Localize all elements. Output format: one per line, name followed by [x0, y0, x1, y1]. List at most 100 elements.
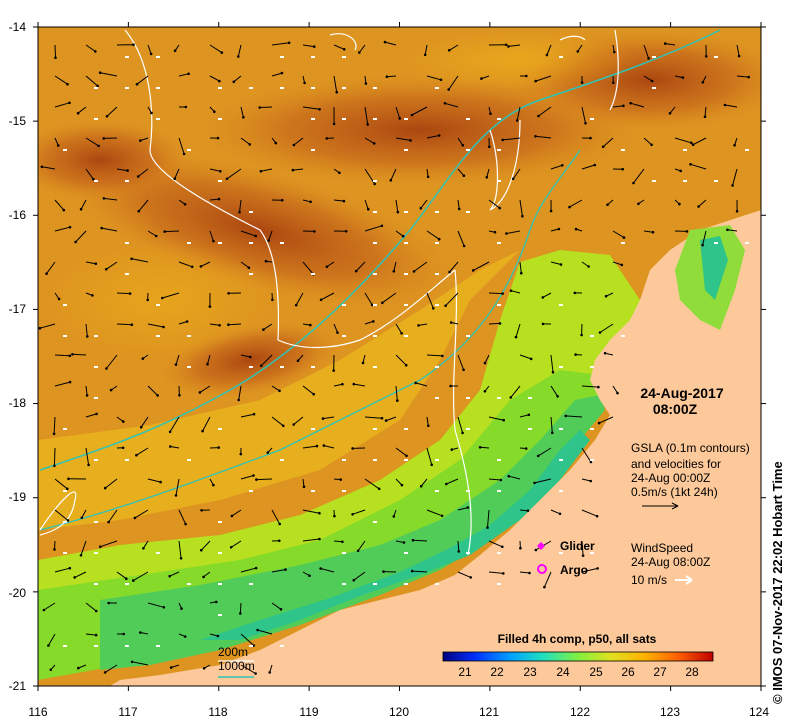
velocity-arrow-head — [632, 181, 635, 185]
velocity-arrow — [674, 75, 683, 79]
velocity-arrow-head — [678, 202, 681, 206]
velocity-arrow-head — [107, 601, 110, 605]
velocity-arrow-head — [352, 578, 356, 582]
velocity-arrow-head — [232, 80, 236, 84]
velocity-arrow — [382, 292, 397, 304]
velocity-arrow — [538, 106, 552, 117]
velocity-arrow-head — [612, 81, 615, 85]
velocity-arrow — [395, 540, 405, 543]
velocity-arrow — [169, 416, 180, 433]
velocity-arrow — [445, 292, 459, 307]
velocity-arrow-head — [252, 474, 255, 477]
velocity-arrow — [512, 168, 521, 180]
velocity-arrow-head — [525, 74, 528, 78]
velocity-arrow — [581, 567, 598, 573]
velocity-arrow-head — [703, 115, 707, 118]
velocity-arrow-head — [163, 230, 166, 233]
velocity-arrow — [137, 168, 149, 177]
velocity-arrow — [457, 230, 465, 247]
velocity-arrow — [147, 230, 157, 237]
velocity-arrow-head — [94, 50, 97, 53]
velocity-arrow — [481, 75, 490, 80]
velocity-arrow — [257, 629, 273, 635]
velocity-arrow-head — [213, 110, 216, 113]
velocity-arrow — [333, 540, 343, 543]
velocity-arrow — [175, 478, 180, 496]
velocity-arrow — [704, 106, 707, 117]
velocity-arrow — [357, 540, 366, 552]
velocity-arrow — [54, 381, 71, 387]
velocity-arrow-head — [613, 50, 616, 54]
velocity-arrow — [643, 44, 650, 59]
velocity-arrow — [293, 416, 304, 425]
velocity-arrow-head — [384, 419, 388, 422]
gsla-line-3: 24-Aug 00:00Z — [631, 471, 710, 485]
velocity-arrow-head — [622, 104, 625, 108]
velocity-arrow — [54, 44, 56, 58]
velocity-arrow-head — [206, 362, 209, 366]
velocity-arrow-head — [400, 483, 404, 487]
velocity-arrow-head — [168, 574, 171, 578]
velocity-arrow-head — [309, 200, 312, 204]
velocity-arrow — [203, 571, 211, 578]
gsla-legend: GSLA (0.1m contours) and velocities for … — [631, 441, 750, 510]
velocity-arrow — [565, 415, 583, 418]
velocity-arrow-head — [589, 460, 593, 464]
velocity-arrow-head — [292, 423, 296, 426]
velocity-arrow-head — [419, 484, 423, 488]
velocity-arrow — [302, 44, 315, 48]
velocity-arrow-head — [557, 227, 561, 231]
velocity-arrow-head — [125, 577, 128, 580]
velocity-arrow — [174, 168, 180, 179]
velocity-arrow — [364, 225, 383, 232]
velocity-arrow — [581, 540, 584, 556]
velocity-arrow-head — [462, 174, 466, 177]
velocity-arrow-head — [341, 540, 344, 544]
velocity-arrow — [510, 290, 521, 294]
velocity-arrow — [228, 323, 242, 326]
velocity-arrow-head — [227, 323, 230, 327]
velocity-arrow — [138, 199, 149, 212]
velocity-arrow-head — [351, 447, 354, 450]
velocity-arrow-head — [99, 545, 102, 548]
velocity-arrow-head — [507, 45, 510, 48]
velocity-arrow — [488, 292, 503, 295]
velocity-arrow — [136, 75, 149, 85]
velocity-arrow — [271, 385, 280, 392]
velocity-arrow-head — [509, 289, 513, 293]
velocity-arrow-head — [294, 303, 298, 307]
velocity-arrow-head — [45, 272, 48, 276]
velocity-arrow — [209, 230, 214, 242]
velocity-arrow — [488, 322, 501, 325]
gsla-contours — [39, 29, 619, 556]
velocity-arrow — [484, 354, 490, 364]
velocity-arrow-head — [568, 205, 571, 209]
velocity-arrow — [302, 261, 314, 275]
velocity-arrow-head — [274, 141, 278, 145]
velocity-arrow-head — [622, 236, 626, 239]
y-tick-19: -19 — [9, 490, 27, 504]
velocity-arrow-head — [150, 111, 153, 115]
colorbar-title: Filled 4h comp, p50, all sats — [498, 632, 657, 646]
velocity-arrow — [519, 414, 529, 418]
velocity-arrow-head — [291, 168, 295, 172]
velocity-arrow-head — [404, 363, 408, 367]
velocity-arrow — [426, 292, 434, 309]
velocity-arrow — [550, 164, 563, 170]
velocity-arrow-head — [80, 516, 84, 520]
velocity-arrow — [231, 509, 242, 517]
velocity-arrow — [260, 168, 273, 172]
velocity-arrow-head — [587, 265, 590, 268]
velocity-arrow-head — [321, 417, 325, 420]
velocity-arrow-head — [136, 175, 140, 178]
velocity-arrow-head — [303, 81, 306, 85]
velocity-arrow-head — [580, 333, 583, 337]
velocity-arrow — [302, 199, 311, 203]
velocity-arrow-head — [493, 230, 497, 234]
velocity-arrow — [200, 540, 211, 551]
velocity-arrow-head — [227, 292, 230, 295]
velocity-arrow — [604, 352, 614, 356]
velocity-arrow-head — [731, 184, 734, 187]
velocity-arrow — [519, 354, 532, 360]
x-tick-117: 117 — [118, 705, 137, 719]
